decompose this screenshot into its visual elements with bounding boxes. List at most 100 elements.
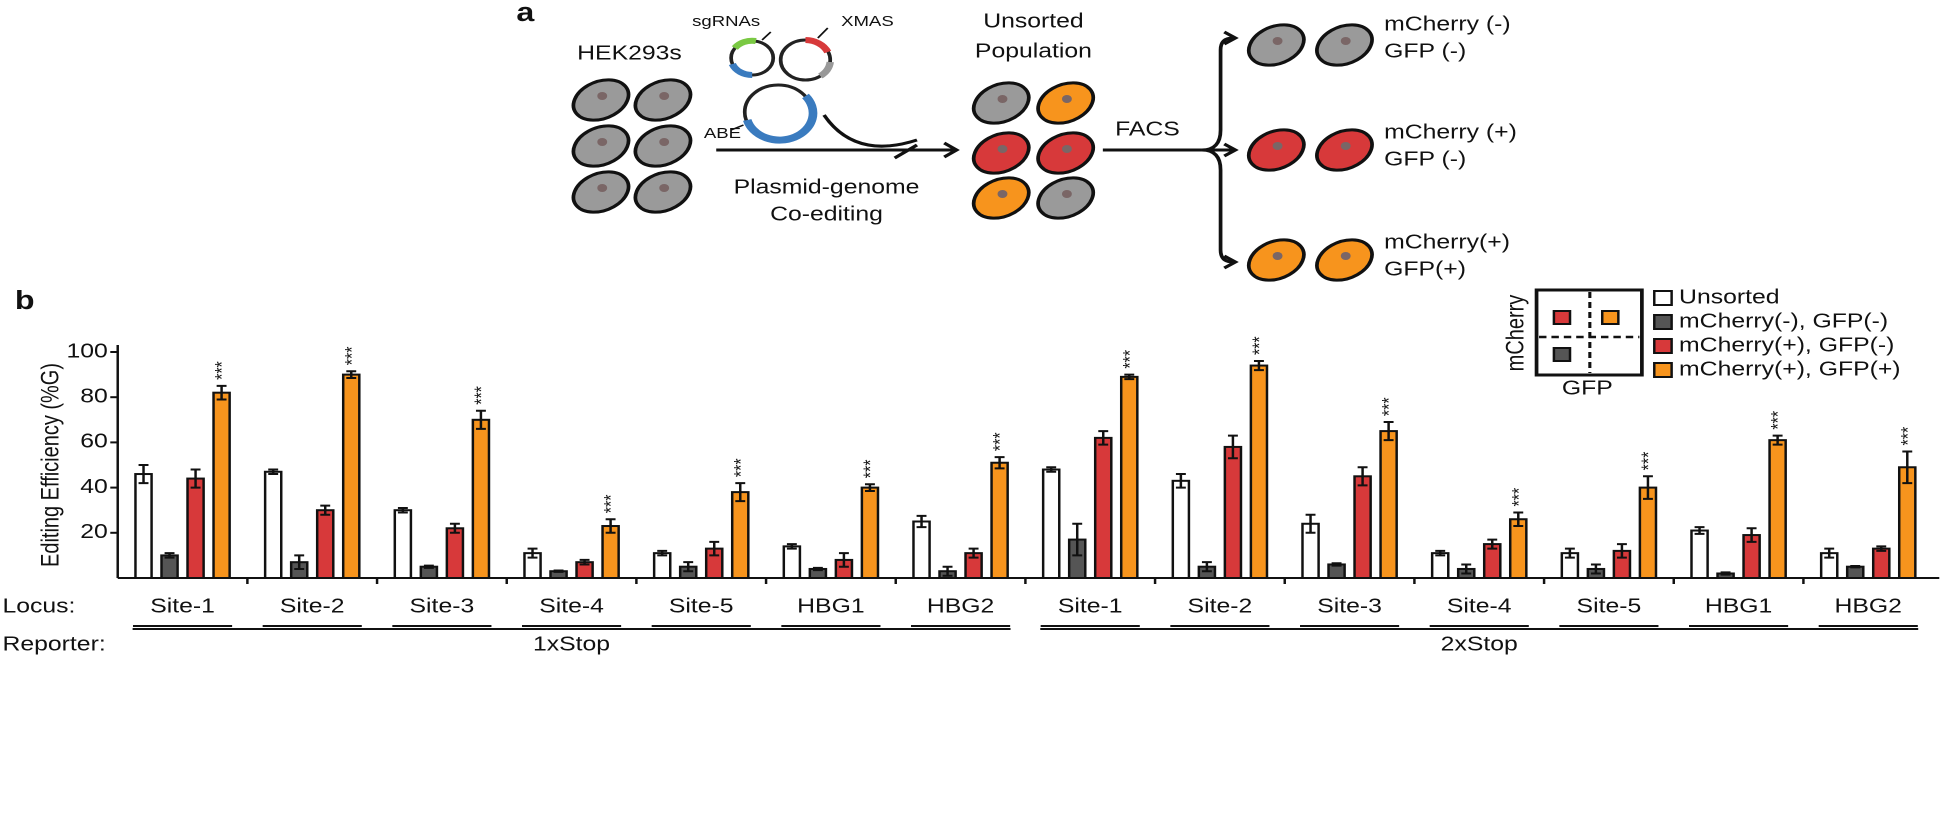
error-bar xyxy=(605,518,616,534)
nucleus xyxy=(659,184,670,192)
nucleus xyxy=(997,145,1008,153)
plasmid-insert xyxy=(731,37,757,50)
nucleus xyxy=(597,184,608,192)
significance: *** xyxy=(1119,350,1141,369)
error-bar xyxy=(138,464,149,485)
cell xyxy=(1315,128,1374,172)
error-bar xyxy=(1072,522,1083,557)
error-bar xyxy=(1642,475,1653,500)
significance: *** xyxy=(470,386,492,405)
nucleus xyxy=(1272,142,1283,150)
cell xyxy=(971,131,1031,175)
error-bar xyxy=(527,547,538,559)
nucleus xyxy=(997,95,1008,103)
error-bar xyxy=(1824,547,1835,559)
error-bar xyxy=(216,384,227,401)
nucleus xyxy=(1061,190,1072,198)
x-tick-label: HBG2 xyxy=(1835,595,1902,617)
cell xyxy=(971,81,1031,125)
error-bar xyxy=(1461,563,1472,575)
x-tick-label: HBG1 xyxy=(797,595,864,617)
bar xyxy=(1249,364,1269,579)
bar xyxy=(1508,518,1528,579)
error-bar xyxy=(1720,571,1731,576)
group-label: 2xStop xyxy=(1441,633,1518,655)
x-tick-label: Site-5 xyxy=(669,595,734,617)
error-bar xyxy=(916,514,927,529)
output-label: GFP (-) xyxy=(1384,148,1466,170)
cell xyxy=(1246,128,1306,172)
inset-marker xyxy=(1552,347,1572,362)
bar xyxy=(1379,430,1398,579)
inset-axis-label: GFP xyxy=(1562,377,1613,399)
bar xyxy=(1093,436,1113,579)
bar xyxy=(315,509,335,580)
error-bar xyxy=(968,547,979,559)
error-bar xyxy=(1305,513,1316,534)
error-bar xyxy=(838,552,849,568)
x-tick-label: Site-2 xyxy=(280,595,345,617)
cell xyxy=(1036,81,1096,125)
bar xyxy=(186,477,205,579)
bar xyxy=(730,491,750,579)
error-bar xyxy=(320,504,331,516)
bar xyxy=(445,527,465,580)
x-tick-label: Site-1 xyxy=(1058,595,1123,617)
cell xyxy=(1246,238,1306,282)
significance: *** xyxy=(989,432,1011,451)
nucleus xyxy=(597,138,608,146)
error-bar xyxy=(1513,511,1524,528)
pointer xyxy=(817,27,829,39)
population-label: Unsorted xyxy=(983,10,1083,32)
nucleus xyxy=(1061,145,1072,153)
cell xyxy=(633,170,693,214)
nucleus xyxy=(1340,37,1351,45)
significance: *** xyxy=(859,460,881,479)
plasmid-label: XMAS xyxy=(841,13,894,30)
x-tick-label: Site-4 xyxy=(1447,595,1512,617)
x-tick-label: Site-3 xyxy=(410,595,475,617)
error-bar xyxy=(1616,543,1627,559)
significance: *** xyxy=(730,458,752,477)
nucleus xyxy=(1340,142,1351,150)
cell xyxy=(633,124,693,168)
cell xyxy=(1036,131,1096,175)
x-tick-label: Site-1 xyxy=(150,595,215,617)
x-tick-label: Site-2 xyxy=(1188,595,1253,617)
error-bar xyxy=(397,506,408,514)
population-label: Population xyxy=(975,40,1092,62)
cell xyxy=(1315,23,1374,67)
y-tick-label: 100 xyxy=(66,340,107,362)
error-bar xyxy=(1772,434,1783,446)
nucleus xyxy=(1340,252,1351,260)
error-bar xyxy=(812,566,823,572)
plasmid-label: sgRNAs xyxy=(692,13,760,30)
nucleus xyxy=(659,138,670,146)
bar xyxy=(652,552,672,580)
cell xyxy=(1315,238,1374,282)
output-label: mCherry(+) xyxy=(1384,231,1510,253)
output-label: mCherry (+) xyxy=(1384,121,1517,143)
plasmid-insert xyxy=(805,37,832,54)
error-bar xyxy=(164,552,175,559)
cell xyxy=(633,78,693,122)
error-bar xyxy=(1253,360,1264,372)
bar xyxy=(601,525,620,580)
bar xyxy=(1845,565,1865,580)
bar xyxy=(990,461,1009,579)
error-bar xyxy=(1694,526,1705,535)
panel-label: a xyxy=(516,0,535,27)
bar xyxy=(1690,529,1709,579)
plasmid-label: ABE xyxy=(704,125,741,142)
error-bar xyxy=(1046,466,1057,473)
error-bar xyxy=(1564,547,1575,559)
error-bar xyxy=(942,565,953,577)
arrowhead xyxy=(1223,254,1239,270)
arrowhead xyxy=(1223,142,1239,158)
nucleus xyxy=(1272,37,1283,45)
error-bar xyxy=(1850,565,1861,569)
error-bar xyxy=(1876,545,1887,552)
significance: *** xyxy=(1378,397,1400,416)
legend-swatch xyxy=(1653,338,1673,354)
x-tick-label: HBG2 xyxy=(927,595,994,617)
